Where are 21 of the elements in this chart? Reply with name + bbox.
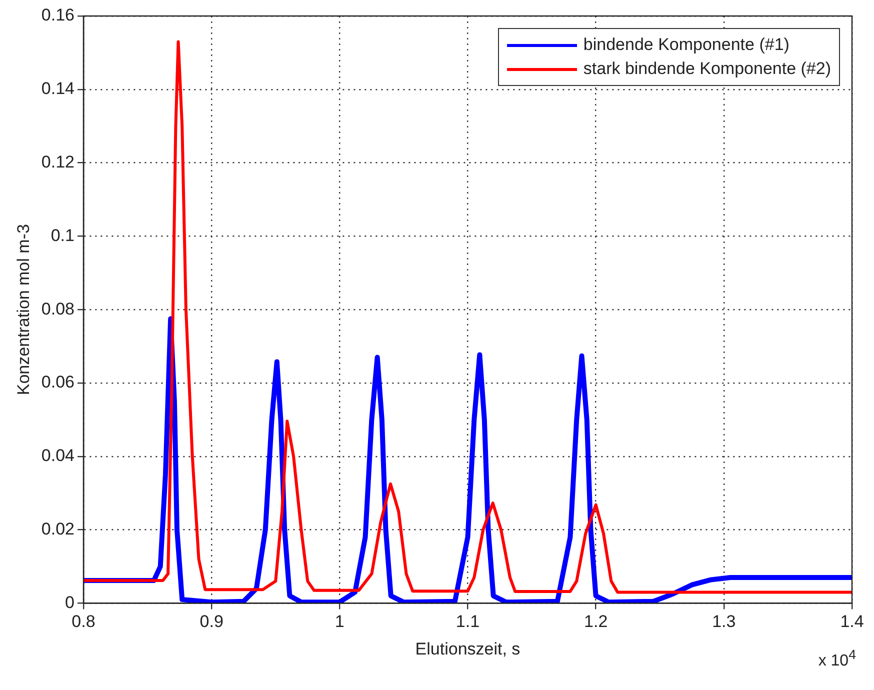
legend-label: bindende Komponente (#1) — [583, 34, 790, 56]
y-tick-label: 0 — [65, 592, 74, 612]
y-tick-label: 0.02 — [41, 519, 74, 538]
y-axis-title: Konzentration mol m-3 — [14, 224, 33, 396]
x-tick-label: 0.9 — [200, 612, 224, 632]
x-axis-title: Elutionszeit, s — [415, 639, 520, 658]
y-tick-label: 0.08 — [41, 299, 74, 318]
y-tick-label: 0.14 — [41, 79, 74, 98]
x-tick-label: 1.4 — [840, 612, 864, 632]
x-tick-label: 1 — [334, 612, 344, 632]
x-tick-label: 1.3 — [712, 612, 736, 632]
x-tick-label: 0.8 — [72, 612, 96, 632]
y-tick-label: 0.16 — [41, 6, 74, 25]
legend-label: stark bindende Komponente (#2) — [583, 58, 831, 80]
y-tick-label: 0.04 — [41, 446, 74, 466]
y-tick-label: 0.1 — [50, 226, 74, 245]
x-tick-label: 1.2 — [584, 612, 608, 632]
y-tick-label: 0.12 — [41, 152, 74, 172]
text: x 10$^{4}$ — [818, 647, 856, 671]
x-tick-label: 1.1 — [456, 612, 480, 632]
y-tick-label: 0.06 — [41, 372, 74, 392]
